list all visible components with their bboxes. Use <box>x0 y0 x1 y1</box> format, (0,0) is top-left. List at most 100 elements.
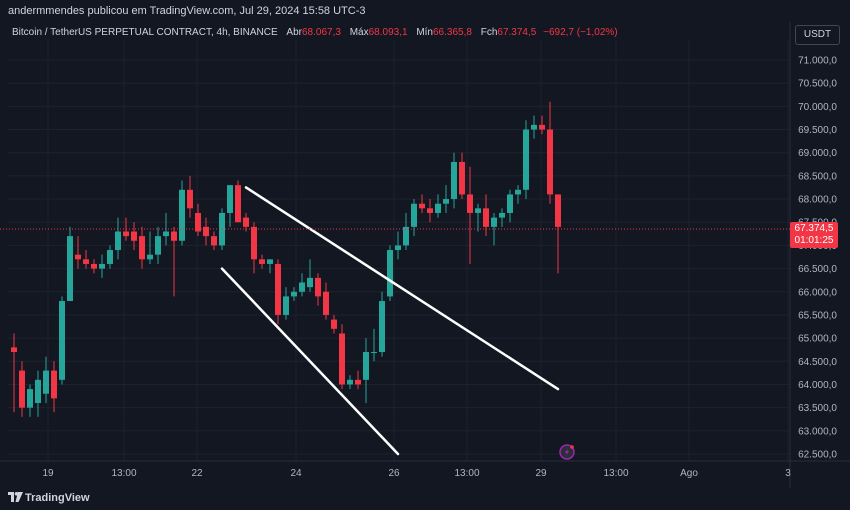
candle-body <box>427 208 433 213</box>
candle-body <box>435 203 441 213</box>
price-tick-label: 70.000,0 <box>798 102 837 113</box>
candle-body <box>203 226 209 237</box>
publish-line: andermmendes publicou em TradingView.com… <box>8 5 366 17</box>
candle-body <box>283 296 289 315</box>
price-tick-label: 64.000,0 <box>798 380 837 391</box>
price-tick-label: 63.500,0 <box>798 403 837 414</box>
price-axis: 71.000,0 70.500,0 70.000,0 69.500,0 69.000,0… <box>798 56 837 461</box>
time-tick-label: 24 <box>290 468 302 479</box>
candle-body <box>339 333 345 385</box>
footer-brand[interactable]: TradingView <box>25 492 90 504</box>
candle-body <box>43 370 49 394</box>
candle-body <box>267 259 273 264</box>
candle-body <box>67 236 73 302</box>
candle-body <box>259 259 265 264</box>
last-price-tag: 67.374,5 01:01:25 <box>790 222 838 248</box>
candle-body <box>475 208 481 213</box>
candle-body <box>83 259 89 264</box>
candle-body <box>355 379 361 385</box>
trendline <box>220 267 400 456</box>
candle-body <box>323 291 329 315</box>
candle-body <box>547 129 553 195</box>
candle-body <box>291 291 297 297</box>
tradingview-logo-icon[interactable] <box>8 492 23 505</box>
grid <box>0 22 850 488</box>
candle-body <box>187 189 193 209</box>
candle-body <box>275 263 281 315</box>
candle-body <box>363 352 369 380</box>
time-tick-label: 26 <box>388 468 400 479</box>
candles <box>11 101 561 417</box>
candle-body <box>491 217 497 227</box>
time-tick-label: 22 <box>191 468 203 479</box>
candle-body <box>315 277 321 297</box>
candle-body <box>387 250 393 297</box>
candle-body <box>331 319 337 329</box>
price-tick-label: 69.500,0 <box>798 125 837 136</box>
candle-body <box>523 129 529 190</box>
candle-body <box>451 161 457 200</box>
candle-body <box>371 352 377 354</box>
time-tick-label: 19 <box>42 468 54 479</box>
candle-body <box>75 254 81 260</box>
candle-body <box>131 231 137 241</box>
price-tick-label: 64.500,0 <box>798 357 837 368</box>
low-label: Mín <box>416 27 433 38</box>
candle-body <box>531 124 537 130</box>
candle-body <box>395 245 401 251</box>
candle-body <box>19 370 25 408</box>
candle-body <box>459 161 465 195</box>
price-tick-label: 71.000,0 <box>798 56 837 67</box>
time-tick-label: 13:00 <box>603 468 628 479</box>
candle-body <box>379 301 385 353</box>
symbol-title: Bitcoin / TetherUS PERPETUAL CONTRACT, 4… <box>12 27 278 38</box>
candle-body <box>11 347 17 353</box>
close-value: 67.374,5 <box>497 27 537 38</box>
price-tick-label: 69.000,0 <box>798 148 837 159</box>
publish-header: andermmendes publicou em TradingView.com… <box>0 0 850 22</box>
candle-body <box>123 231 129 237</box>
open-value: 68.067,3 <box>301 27 341 38</box>
price-tick-label: 65.500,0 <box>798 310 837 321</box>
last-price-value: 67.374,5 <box>794 223 834 234</box>
candle-body <box>307 277 313 288</box>
price-tick-label: 62.500,0 <box>798 450 837 461</box>
candle-body <box>299 282 305 292</box>
candle-body <box>115 231 121 251</box>
price-tick-label: 68.500,0 <box>798 171 837 182</box>
candle-body <box>243 217 249 227</box>
price-tick-label: 68.000,0 <box>798 195 837 206</box>
high-value: 68.093,1 <box>368 27 408 38</box>
open-label: Abr <box>286 27 302 38</box>
candle-body <box>515 189 521 195</box>
currency-button[interactable]: USDT <box>795 25 840 45</box>
candle-body <box>179 189 185 241</box>
candle-body <box>171 231 177 241</box>
time-tick-label: 13:00 <box>454 468 479 479</box>
candle-body <box>139 236 145 260</box>
candle-body <box>235 185 241 223</box>
time-tick-label: 29 <box>535 468 547 479</box>
candle-body <box>195 212 201 232</box>
trendline <box>244 186 560 391</box>
symbol-info-bar: Bitcoin / TetherUS PERPETUAL CONTRACT, 4… <box>12 27 618 38</box>
candle-body <box>91 263 97 269</box>
price-tick-label: 70.500,0 <box>798 79 837 90</box>
time-axis: 19 13:00 22 24 26 13:00 29 13:00 Ago 3 <box>42 468 791 479</box>
candle-body <box>555 194 561 227</box>
candle-body <box>499 212 505 218</box>
price-tick-label: 66.000,0 <box>798 287 837 298</box>
alert-icon[interactable] <box>559 444 575 460</box>
bar-countdown: 01:01:25 <box>794 235 834 246</box>
trendlines <box>220 186 560 456</box>
candle-body <box>155 236 161 255</box>
candle-body <box>467 194 473 213</box>
candle-body <box>51 370 57 399</box>
high-label: Máx <box>349 27 369 38</box>
price-tick-label: 63.000,0 <box>798 426 837 437</box>
candle-body <box>99 263 105 269</box>
time-tick-label: 3 <box>785 468 791 479</box>
candle-body <box>403 226 409 246</box>
footer: TradingView <box>0 488 850 510</box>
